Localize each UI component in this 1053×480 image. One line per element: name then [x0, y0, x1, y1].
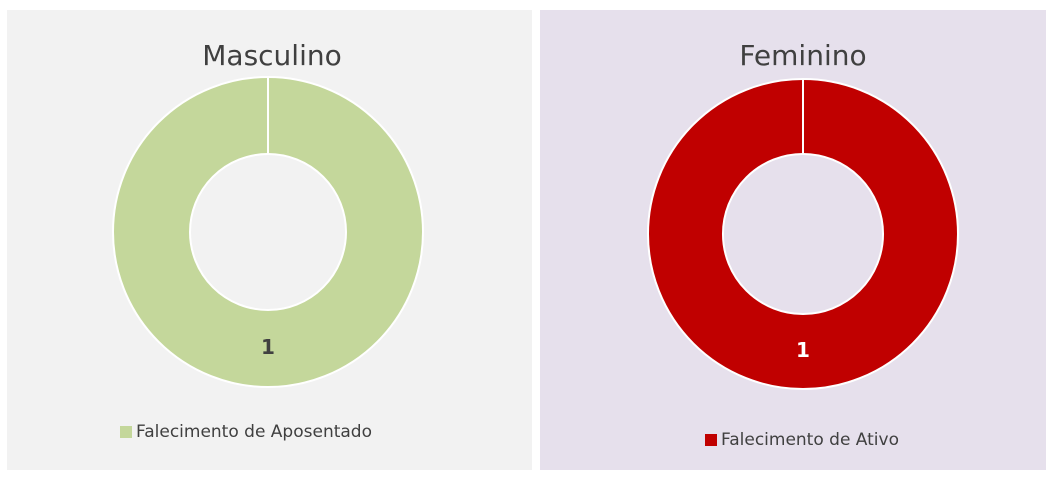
- legend-swatch: [120, 426, 132, 438]
- chart-title: Masculino: [202, 39, 341, 72]
- legend-swatch: [705, 434, 717, 446]
- chart-title: Feminino: [739, 39, 866, 72]
- data-label: 1: [261, 335, 275, 359]
- chart-panel: Feminino 1 Falecimento de Ativo: [647, 39, 959, 450]
- legend-label: Falecimento de Aposentado: [136, 422, 372, 442]
- chart-panel: Masculino 1 Falecimento de Aposentado: [112, 39, 424, 442]
- data-label: 1: [796, 338, 810, 362]
- donut-slice: [647, 77, 959, 391]
- donut-slice: [112, 75, 424, 389]
- legend-label: Falecimento de Ativo: [721, 430, 899, 450]
